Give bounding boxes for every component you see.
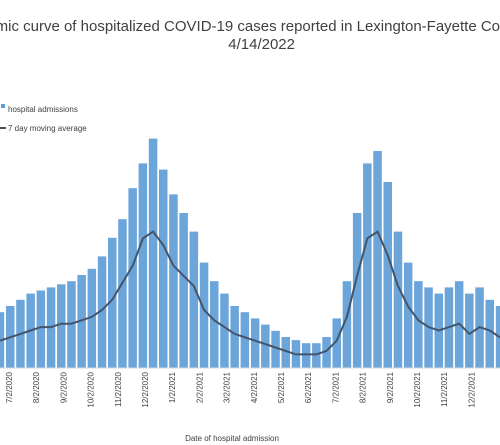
bar-24 [240,312,250,368]
chart-subtitle: 4/14/2022 [228,36,295,53]
x-tick-label-5: 12/2/2020 [141,371,150,407]
bar-10 [97,256,107,368]
legend-7-day-moving-average: 7 day moving average [8,124,87,133]
bar-35 [352,213,362,368]
bar-25 [250,318,260,368]
bar-34 [342,281,352,368]
x-tick-label-14: 9/2/2021 [386,371,395,403]
bar-6 [57,284,66,368]
bar-17 [169,194,178,368]
bar-15 [148,138,158,368]
bar-30 [301,343,311,368]
x-tick-label-12: 7/2/2021 [331,371,340,403]
moving-average-line [0,230,500,356]
legend-bar-swatch [1,104,5,108]
legend-hospital-admissions: hospital admissions [8,105,78,114]
x-tick-label-16: 11/2/2021 [440,371,449,407]
bars-group [0,138,500,368]
bar-38 [383,182,392,368]
bar-21 [210,281,219,368]
x-tick-label-7: 2/2/2021 [195,371,204,403]
bar-12 [118,219,127,368]
x-tick-label-9: 4/2/2021 [250,371,259,403]
bar-48 [485,299,494,368]
bar-19 [189,231,199,368]
bar-22 [220,293,229,368]
x-tick-label-17: 12/2/2021 [467,371,476,407]
chart-title: emic curve of hospitalized COVID-19 case… [0,18,500,35]
bar-14 [138,163,148,368]
bar-39 [393,231,403,368]
bar-11 [108,237,117,368]
x-tick-label-11: 6/2/2021 [304,371,313,403]
bar-32 [322,337,331,368]
x-tick-label-1: 8/2/2020 [32,371,41,403]
bar-23 [230,306,239,368]
x-tick-label-8: 3/2/2021 [223,371,232,403]
x-tick-label-0: 7/2/2020 [5,371,14,403]
x-tick-label-4: 11/2/2020 [114,371,123,407]
bar-18 [179,213,188,368]
bar-28 [281,337,290,368]
x-tick-label-15: 10/2/2021 [413,371,422,407]
x-tick-label-3: 10/2/2020 [87,371,96,407]
x-axis-title: Date of hospital admission [185,434,279,443]
bar-40 [403,262,413,368]
x-tick-labels: 7/2/2020 8/2/2020 9/2/2020 10/2/2020 11/2/20… [5,371,476,407]
x-tick-label-13: 8/2/2021 [359,371,368,403]
bar-31 [312,343,321,368]
bar-46 [465,293,474,368]
bar-8 [77,275,86,368]
bar-4 [36,290,46,368]
bar-9 [87,268,97,368]
x-tick-label-2: 9/2/2020 [59,371,68,403]
legend: hospital admissions 7 day moving average [0,104,87,133]
bar-26 [261,324,270,368]
x-tick-label-6: 1/2/2021 [168,371,177,403]
bar-37 [373,151,382,368]
bar-27 [271,330,280,368]
x-tick-label-10: 5/2/2021 [277,371,286,403]
bar-36 [363,163,372,368]
bar-41 [414,281,423,368]
bar-20 [199,262,209,368]
bar-16 [159,169,168,368]
bar-33 [332,318,341,368]
bar-13 [128,188,137,368]
line-group [0,230,500,356]
